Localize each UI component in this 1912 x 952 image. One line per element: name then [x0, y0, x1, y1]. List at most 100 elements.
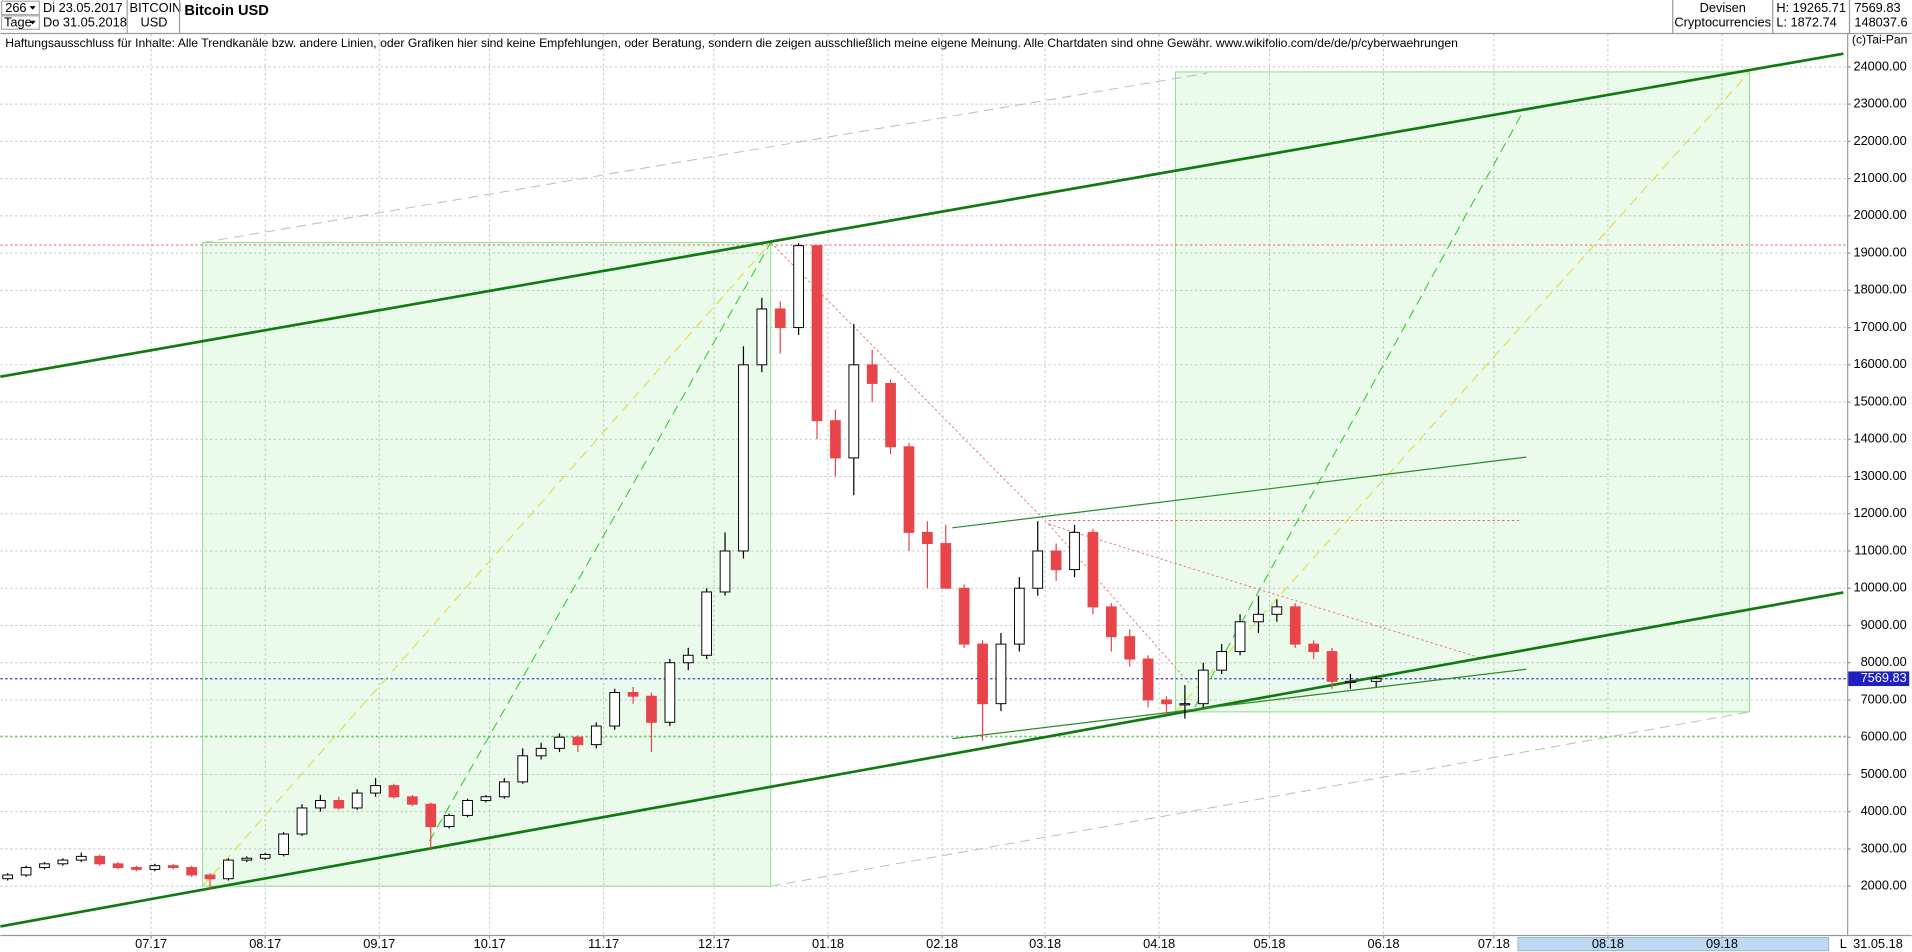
y-tick-label: 8000.00 [1861, 654, 1907, 669]
candle-body [811, 245, 823, 422]
last-price-label: 7569.83 [1861, 670, 1907, 685]
candle-body [609, 692, 621, 727]
candle-body [664, 662, 676, 723]
count-box[interactable] [0, 0, 40, 16]
trend-line [952, 668, 1527, 740]
x-tick-label: 07.18 [1478, 936, 1510, 951]
candle-body [1013, 587, 1025, 645]
trend-line [952, 456, 1527, 529]
candle-body [756, 308, 768, 366]
currency: USD [141, 15, 168, 30]
candle-body [848, 364, 860, 459]
candle-body [1050, 550, 1062, 571]
axes: L 31.05.18 2000.00 3000.00 4000.00 5000.00 6… [0, 34, 1912, 952]
candle-body [149, 865, 161, 870]
x-tick-label: 07.17 [135, 936, 167, 951]
y-tick-label: 20000.00 [1853, 207, 1906, 222]
count: 266 [5, 0, 26, 15]
last-stat: 7569.83 [1854, 0, 1900, 15]
candle-body [719, 550, 731, 593]
x-tick-label: 02.18 [926, 936, 958, 951]
candle-body [830, 420, 841, 459]
candle-body [1105, 606, 1117, 638]
copyright: (c)Tai-Pan [1852, 32, 1907, 46]
y-tick-label: 5000.00 [1861, 766, 1907, 781]
trend-line [0, 591, 1844, 928]
y-tick-label: 17000.00 [1853, 319, 1906, 334]
x-tick-label: 08.18 [1592, 936, 1624, 951]
candle-body [443, 814, 455, 828]
candle-body [259, 854, 271, 859]
candle-body [1142, 658, 1154, 701]
date-from: Di 23.05.2017 [43, 0, 123, 15]
subgroup: Cryptocurrencies [1674, 15, 1771, 30]
candle-body [1253, 613, 1264, 623]
drawings [0, 52, 1848, 928]
dashed-line [770, 711, 1750, 887]
grid [0, 34, 1848, 935]
candle-body [1124, 636, 1136, 660]
period-box[interactable] [0, 15, 40, 30]
scale-mode[interactable]: L [1840, 936, 1847, 951]
y-tick-label: 19000.00 [1853, 244, 1906, 259]
candle-body [1161, 699, 1172, 705]
y-tick-label: 22000.00 [1853, 133, 1906, 148]
candle-body [57, 859, 69, 865]
x-tick-label: 03.18 [1029, 936, 1061, 951]
candle-body [462, 800, 473, 816]
volume-stat: 148037.6 [1854, 15, 1907, 30]
low-stat: L: 1872.74 [1776, 15, 1836, 30]
candles [2, 243, 1382, 890]
y-tick-label: 13000.00 [1853, 468, 1906, 483]
y-tick-label: 23000.00 [1853, 96, 1906, 111]
candle-body [977, 643, 988, 705]
candle-body [1308, 643, 1320, 653]
candle-body [1234, 621, 1246, 653]
candle-body [1197, 669, 1209, 705]
candle-body [296, 807, 308, 835]
candle-body [1069, 531, 1080, 571]
y-tick-label: 24000.00 [1853, 58, 1906, 73]
candle-body [995, 643, 1007, 705]
chart-title: Bitcoin USD [184, 3, 268, 19]
candle-body [351, 792, 363, 809]
candle-body [1271, 606, 1283, 615]
candle-body [517, 755, 529, 783]
last-price-tag [1848, 671, 1910, 687]
candle-body [738, 364, 749, 552]
x-tick-label: 12.17 [698, 936, 730, 951]
candle-body [75, 855, 87, 861]
date-to: Do 31.05.2018 [43, 15, 127, 30]
candle-body [112, 863, 124, 869]
candle-body [278, 833, 289, 855]
candle-body [406, 796, 418, 805]
dashed-line [202, 242, 772, 887]
scrollbar[interactable] [1517, 937, 1830, 952]
candle-body [535, 747, 547, 757]
candle-body [903, 446, 915, 533]
candle-body [480, 796, 492, 801]
candle-body [774, 308, 786, 329]
y-tick-label: 16000.00 [1853, 356, 1906, 371]
period: Tage [4, 15, 32, 30]
candle-body [1345, 680, 1356, 684]
y-tick-label: 4000.00 [1861, 803, 1907, 818]
x-tick-label: 08.17 [249, 936, 281, 951]
group: Devisen [1700, 0, 1746, 15]
candle-body [315, 800, 326, 809]
candle-body [131, 867, 142, 870]
candle-body [627, 692, 639, 697]
x-tick-label: 06.18 [1368, 936, 1400, 951]
x-tick-label: 09.18 [1706, 936, 1738, 951]
y-tick-label: 2000.00 [1861, 878, 1907, 893]
candle-body [701, 591, 713, 656]
y-tick-label: 10000.00 [1853, 580, 1906, 595]
candle-body [885, 382, 896, 448]
candle-body [370, 785, 381, 794]
dashed-line [1175, 71, 1750, 713]
trend-line [0, 52, 1844, 378]
candle-body [1326, 651, 1338, 682]
y-tick-label: 14000.00 [1853, 431, 1906, 446]
candle-body [590, 725, 602, 746]
